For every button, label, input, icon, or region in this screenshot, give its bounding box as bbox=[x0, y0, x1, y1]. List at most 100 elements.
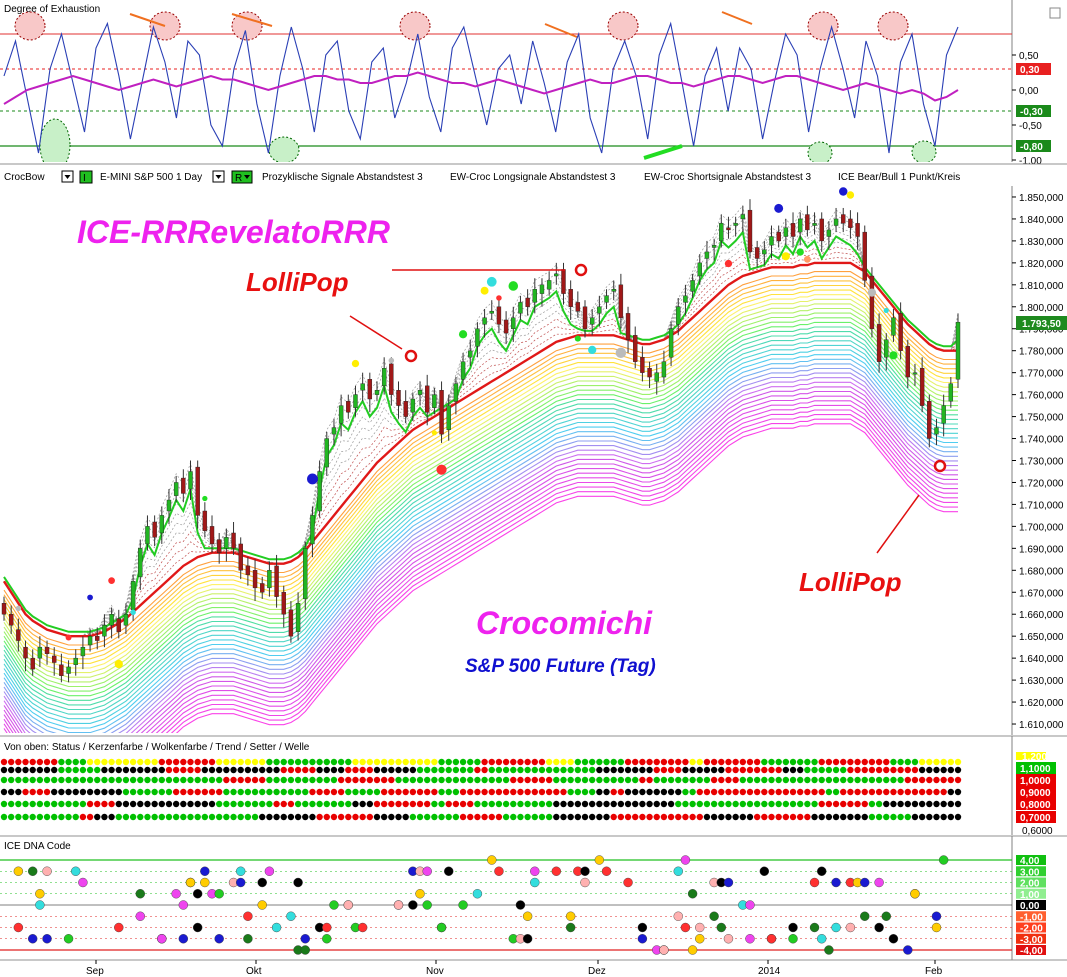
status-tag bbox=[1016, 786, 1056, 798]
candle-up bbox=[468, 350, 473, 358]
status-dot bbox=[101, 776, 108, 784]
panel-maximize-icon[interactable] bbox=[1049, 7, 1061, 19]
status-dot bbox=[954, 758, 962, 766]
status-dot bbox=[416, 766, 424, 774]
status-dot bbox=[22, 758, 29, 766]
status-dot bbox=[108, 788, 115, 796]
status-dot bbox=[796, 776, 804, 784]
status-dot bbox=[215, 758, 223, 766]
candle-up bbox=[654, 372, 659, 382]
status-dot bbox=[782, 800, 790, 808]
status-dot bbox=[710, 766, 718, 774]
status-dot bbox=[424, 776, 431, 784]
status-dot bbox=[732, 776, 739, 784]
overbought-highlight bbox=[14, 11, 46, 41]
candle-up bbox=[267, 570, 272, 589]
status-dot bbox=[208, 788, 216, 796]
status-dot bbox=[847, 800, 854, 808]
status-dot bbox=[452, 813, 460, 821]
candle-up bbox=[80, 646, 86, 657]
status-dot bbox=[553, 758, 560, 766]
status-dot bbox=[560, 800, 567, 808]
status-dot bbox=[287, 800, 295, 808]
dna-dot bbox=[329, 900, 339, 910]
dna-dot bbox=[286, 911, 296, 921]
oversold-highlight bbox=[268, 136, 300, 162]
candle-up bbox=[338, 405, 344, 424]
status-dot bbox=[424, 800, 431, 808]
status-dot bbox=[596, 800, 603, 808]
status-dot bbox=[868, 766, 876, 774]
toolbar-item-prozyklisch[interactable]: Prozyklische Signale Abstandstest 3 bbox=[262, 172, 423, 183]
status-dot bbox=[402, 800, 409, 808]
rainbow-band bbox=[3, 294, 958, 669]
status-dot bbox=[79, 776, 87, 784]
status-dot bbox=[854, 758, 861, 766]
status-dot bbox=[259, 788, 266, 796]
status-dot bbox=[36, 800, 44, 808]
status-dot bbox=[172, 766, 180, 774]
visibility-toggle-i[interactable] bbox=[79, 170, 93, 184]
toolbar-item-crocbow[interactable]: CrocBow bbox=[4, 172, 45, 183]
status-dot bbox=[488, 800, 495, 808]
annotation-lollipop-2: LolliPop bbox=[799, 567, 902, 597]
status-dot bbox=[689, 776, 696, 784]
status-dot bbox=[180, 800, 187, 808]
status-dot bbox=[617, 813, 625, 821]
status-dot bbox=[560, 766, 567, 774]
status-dot bbox=[273, 766, 280, 774]
toolbar-item-bearbull[interactable]: ICE Bear/Bull 1 Punkt/Kreis bbox=[838, 172, 960, 183]
status-dot bbox=[251, 788, 259, 796]
status-dot bbox=[36, 766, 44, 774]
status-dot bbox=[890, 766, 897, 774]
status-dot bbox=[395, 758, 402, 766]
status-dot bbox=[431, 758, 438, 766]
dna-dot bbox=[515, 900, 526, 910]
price-tick-label: 1.780,000 bbox=[1019, 347, 1064, 358]
status-dot bbox=[883, 800, 890, 808]
status-dot bbox=[840, 776, 847, 784]
signal-dot bbox=[202, 495, 208, 502]
status-dot bbox=[840, 766, 847, 774]
dna-dot bbox=[888, 934, 899, 944]
status-dot bbox=[675, 813, 682, 821]
status-dot bbox=[746, 776, 754, 784]
rainbow-band bbox=[3, 344, 958, 720]
status-dot bbox=[904, 758, 911, 766]
status-dot bbox=[101, 813, 108, 821]
divergence-marker bbox=[544, 23, 578, 38]
candle-down bbox=[876, 324, 882, 362]
status-dot bbox=[495, 776, 503, 784]
dna-dot bbox=[874, 877, 884, 888]
status-dot bbox=[739, 766, 747, 774]
status-dot bbox=[667, 758, 675, 766]
dna-dot bbox=[178, 934, 189, 944]
status-dot bbox=[273, 788, 280, 796]
candle-down bbox=[16, 629, 21, 641]
status-dot bbox=[825, 800, 833, 808]
candle-up bbox=[912, 372, 918, 375]
status-dot bbox=[416, 758, 424, 766]
status-dot bbox=[495, 766, 503, 774]
status-dot bbox=[718, 800, 725, 808]
status-dot bbox=[215, 788, 223, 796]
status-dot bbox=[366, 776, 374, 784]
toolbar-item-symbol[interactable]: E-MINI S&P 500 1 Day bbox=[100, 172, 202, 183]
status-dot bbox=[553, 766, 560, 774]
toolbar-item-longsignale[interactable]: EW-Croc Longsignale Abstandstest 3 bbox=[450, 172, 616, 183]
lollipop-pointer-1b bbox=[349, 315, 403, 350]
visibility-toggle-r[interactable] bbox=[231, 170, 253, 184]
status-dot bbox=[402, 788, 409, 796]
status-dot bbox=[244, 800, 252, 808]
toolbar-item-shortsignale[interactable]: EW-Croc Shortsignale Abstandstest 3 bbox=[644, 172, 812, 183]
status-dot bbox=[416, 788, 424, 796]
status-tag-label: 0,6000 bbox=[1022, 826, 1053, 837]
price-tick-label: 1.670,000 bbox=[1019, 588, 1064, 599]
dna-dot bbox=[422, 866, 432, 876]
status-dot bbox=[337, 758, 345, 766]
status-dot bbox=[617, 766, 625, 774]
dna-dot bbox=[300, 934, 310, 944]
status-dot bbox=[610, 776, 617, 784]
status-dot bbox=[524, 758, 531, 766]
status-dot bbox=[510, 813, 517, 821]
